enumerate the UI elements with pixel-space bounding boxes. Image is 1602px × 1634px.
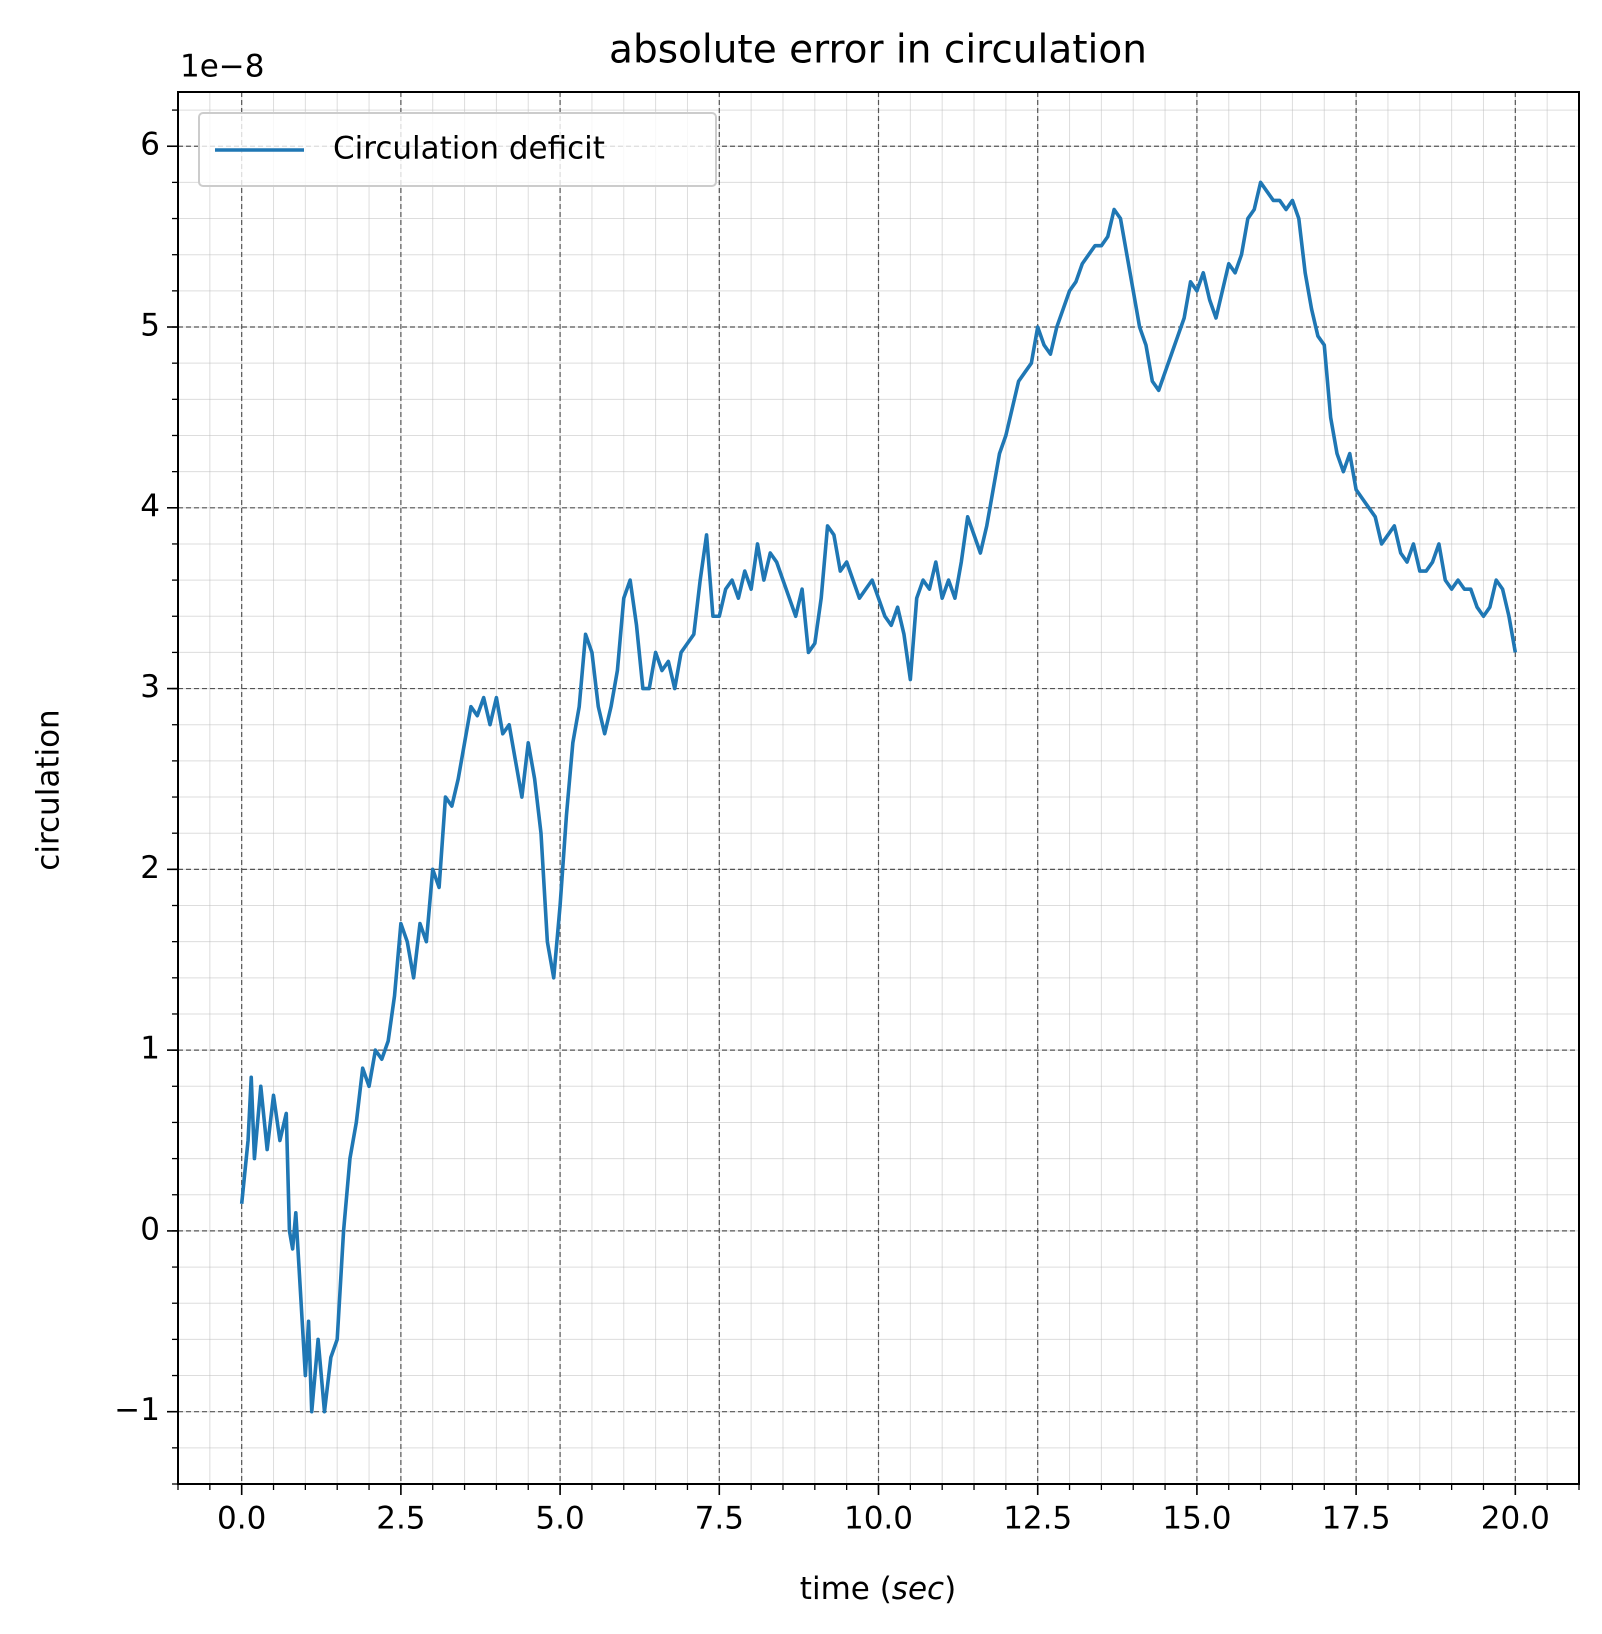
legend-box [198, 112, 717, 187]
x-tick-label: 5.0 [535, 1501, 584, 1537]
x-tick-label: 12.5 [1003, 1501, 1072, 1537]
y-tick-label: −1 [114, 1392, 160, 1428]
x-tick-label: 10.0 [844, 1501, 913, 1537]
x-tick-label: 7.5 [695, 1501, 744, 1537]
x-tick-label: 15.0 [1162, 1501, 1231, 1537]
y-tick-label: 6 [140, 127, 160, 163]
axes-frame [177, 91, 1580, 1485]
x-label-part: time ( [800, 1571, 892, 1607]
x-axis-label: time (sec) [800, 1571, 956, 1607]
y-tick-label: 4 [140, 488, 160, 524]
y-tick-label: 2 [140, 850, 160, 886]
x-tick-label: 17.5 [1322, 1501, 1391, 1537]
legend-label: Circulation deficit [333, 131, 605, 167]
y-axis-label: circulation [31, 709, 67, 870]
x-tick-label: 2.5 [376, 1501, 425, 1537]
y-tick-label: 1 [140, 1031, 160, 1067]
chart-title: absolute error in circulation [609, 28, 1147, 73]
x-label-part: ) [944, 1571, 956, 1607]
x-tick-label: 20.0 [1481, 1501, 1550, 1537]
data-line [239, 180, 1518, 1414]
x-label-part: sec [892, 1571, 944, 1607]
y-tick-label: 0 [140, 1211, 160, 1247]
legend: Circulation deficit [198, 112, 717, 187]
offset-label: 1e−8 [180, 49, 265, 85]
y-tick-label: 3 [140, 669, 160, 705]
y-tick-label: 5 [140, 308, 160, 344]
x-tick-label: 0.0 [217, 1501, 266, 1537]
